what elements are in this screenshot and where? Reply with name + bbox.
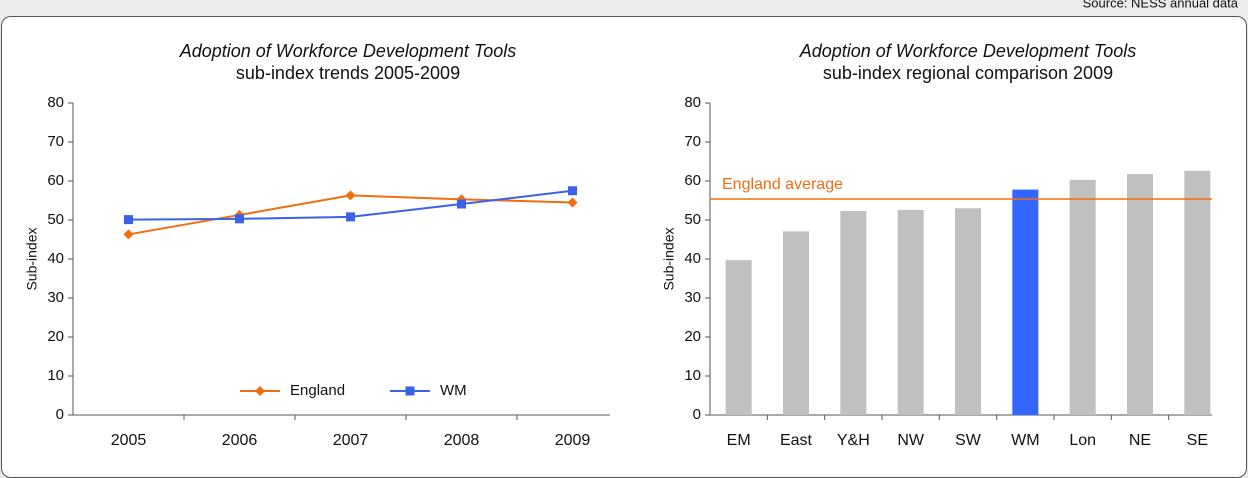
x-tick-label: WM [1011, 432, 1039, 446]
chart-title: Adoption of Workforce Development Tools [179, 41, 517, 61]
bar [1127, 173, 1153, 415]
y-tick-label: 50 [47, 211, 64, 228]
y-tick-label: 60 [684, 172, 701, 189]
point [457, 199, 466, 209]
y-tick-label: 70 [684, 133, 701, 150]
point [123, 229, 134, 240]
x-tick-label: 2005 [111, 432, 147, 446]
point [345, 190, 356, 201]
y-tick-label: 10 [684, 367, 701, 384]
bar [955, 208, 981, 415]
x-tick-label: 2008 [444, 432, 480, 446]
y-tick-label: 30 [684, 289, 701, 306]
y-axis-label: Sub-index [661, 227, 677, 290]
y-tick-label: 70 [47, 133, 64, 150]
x-tick-label: SE [1187, 432, 1208, 446]
x-tick-label: 2009 [555, 432, 591, 446]
legend-marker [405, 386, 415, 396]
y-tick-label: 40 [47, 250, 64, 267]
x-tick-label: SW [955, 432, 982, 446]
x-tick-label: NE [1129, 432, 1151, 446]
panel [1, 16, 1247, 478]
legend-label: England [290, 382, 345, 399]
y-tick-label: 30 [47, 289, 64, 306]
x-tick-label: EM [727, 432, 751, 446]
bar [897, 209, 924, 415]
y-tick-label: 0 [693, 406, 701, 423]
chart-subtitle: sub-index trends 2005-2009 [236, 63, 460, 83]
y-tick-label: 20 [47, 328, 64, 345]
point [568, 186, 577, 196]
x-tick-label: East [780, 432, 813, 446]
x-tick-label: NW [897, 432, 925, 446]
y-tick-label: 80 [684, 94, 701, 111]
bar [1184, 170, 1211, 415]
point [235, 214, 244, 224]
bar [1012, 189, 1039, 415]
y-tick-label: 40 [684, 250, 701, 267]
bar [1069, 179, 1096, 415]
bar [783, 231, 809, 415]
point [346, 212, 355, 222]
point [124, 215, 133, 225]
x-tick-label: 2006 [222, 432, 258, 446]
bar [725, 260, 752, 415]
y-axis-label: Sub-index [24, 227, 40, 290]
y-tick-label: 0 [56, 406, 64, 423]
chart-title: Adoption of Workforce Development Tools [799, 41, 1137, 61]
source-note: Source: NESS annual data [1083, 0, 1239, 10]
reference-label: England average [722, 176, 843, 193]
point [567, 197, 578, 208]
x-tick-label: Y&H [837, 432, 870, 446]
charts: Source: NESS annual data Adoption of Wor… [24, 0, 1239, 446]
bar [840, 211, 867, 415]
x-tick-label: 2007 [333, 432, 369, 446]
x-tick-label: Lon [1069, 432, 1096, 446]
legend-label: WM [440, 382, 467, 399]
y-tick-label: 80 [47, 94, 64, 111]
y-tick-label: 10 [47, 367, 64, 384]
y-tick-label: 60 [47, 172, 64, 189]
y-tick-label: 20 [684, 328, 701, 345]
legend-marker [255, 386, 265, 396]
y-tick-label: 50 [684, 211, 701, 228]
chart-subtitle: sub-index regional comparison 2009 [823, 63, 1113, 83]
